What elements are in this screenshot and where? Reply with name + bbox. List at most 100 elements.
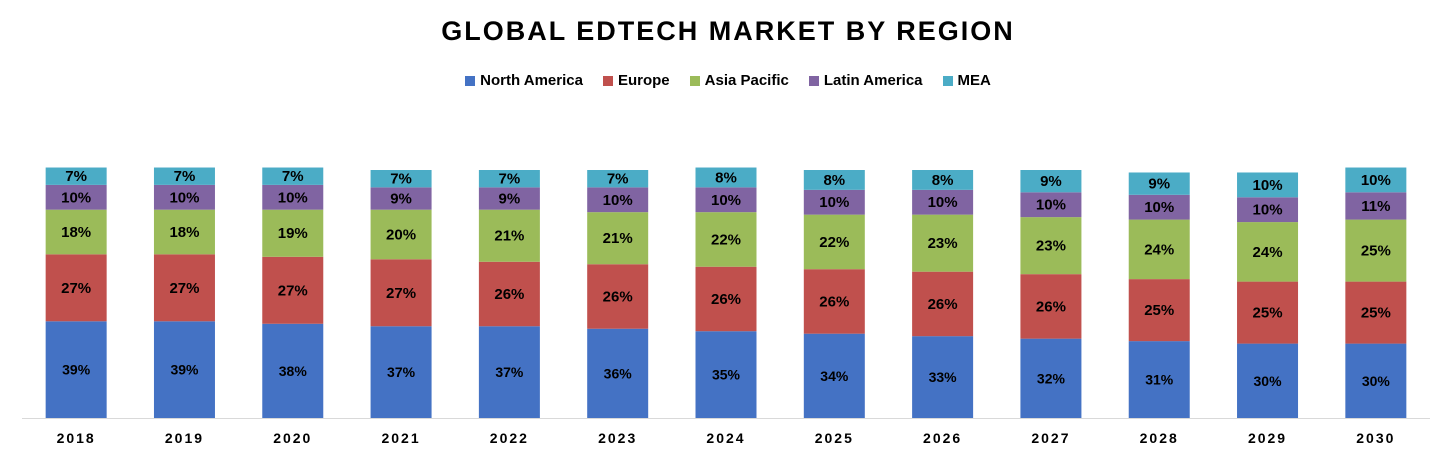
data-label-mea-2025: 8% xyxy=(823,172,845,189)
data-label-asia-pacific-2025: 22% xyxy=(819,234,849,251)
bar-segment-europe-2026 xyxy=(912,271,974,337)
bar-segment-mea-2024 xyxy=(695,167,757,188)
bar-segment-europe-2022 xyxy=(478,261,540,327)
data-label-europe-2022: 26% xyxy=(494,286,524,303)
bar-segment-europe-2020 xyxy=(262,256,324,324)
data-label-mea-2024: 8% xyxy=(715,169,737,186)
data-label-mea-2021: 7% xyxy=(390,171,412,188)
data-label-europe-2025: 26% xyxy=(819,293,849,310)
bar-segment-latin-america-2019 xyxy=(153,184,215,210)
bar-segment-asia-pacific-2020 xyxy=(262,209,324,257)
data-label-north-america-2025: 34% xyxy=(820,368,849,384)
data-label-asia-pacific-2030: 25% xyxy=(1361,243,1391,260)
bar-segment-europe-2025 xyxy=(803,269,865,334)
bar-segment-europe-2018 xyxy=(45,254,107,322)
bar-segment-mea-2029 xyxy=(1237,172,1299,198)
data-label-europe-2027: 26% xyxy=(1036,298,1066,315)
x-tick-label-2019: 2019 xyxy=(165,430,204,446)
x-tick-label-2028: 2028 xyxy=(1140,430,1179,446)
bar-segment-asia-pacific-2027 xyxy=(1020,217,1082,275)
data-label-mea-2029: 10% xyxy=(1253,177,1283,194)
data-label-north-america-2030: 30% xyxy=(1362,373,1391,389)
x-tick-label-2030: 2030 xyxy=(1356,430,1395,446)
data-label-north-america-2024: 35% xyxy=(712,367,741,383)
data-label-latin-america-2023: 10% xyxy=(603,192,633,209)
data-label-latin-america-2022: 9% xyxy=(499,191,521,208)
x-tick-label-2021: 2021 xyxy=(381,430,420,446)
bar-segment-europe-2024 xyxy=(695,266,757,332)
data-label-mea-2030: 10% xyxy=(1361,172,1391,189)
legend-swatch-europe xyxy=(602,75,613,86)
legend-swatch-mea xyxy=(942,75,953,86)
bar-segment-latin-america-2028 xyxy=(1128,194,1190,220)
bar-segment-asia-pacific-2025 xyxy=(803,214,865,270)
bar-segment-latin-america-2022 xyxy=(478,187,540,210)
bar-segment-asia-pacific-2029 xyxy=(1237,222,1299,282)
bar-segment-north-america-2020 xyxy=(262,323,324,418)
bar-segment-mea-2023 xyxy=(587,170,649,188)
data-label-asia-pacific-2022: 21% xyxy=(494,228,524,245)
data-label-europe-2028: 25% xyxy=(1144,302,1174,319)
bar-segment-north-america-2023 xyxy=(587,328,649,418)
data-label-mea-2020: 7% xyxy=(282,168,304,185)
legend-item-mea: MEA xyxy=(942,72,991,89)
bar-segment-europe-2030 xyxy=(1345,281,1407,344)
bar-segment-latin-america-2021 xyxy=(370,187,432,210)
bar-segment-europe-2019 xyxy=(153,254,215,322)
legend-item-europe: Europe xyxy=(602,72,670,89)
bar-segment-latin-america-2020 xyxy=(262,184,324,210)
x-tick-label-2026: 2026 xyxy=(923,430,962,446)
legend-item-latin-america: Latin America xyxy=(808,72,923,89)
data-label-europe-2029: 25% xyxy=(1253,305,1283,322)
data-label-asia-pacific-2024: 22% xyxy=(711,231,741,248)
bar-segment-asia-pacific-2019 xyxy=(153,209,215,255)
bar-segment-latin-america-2026 xyxy=(912,189,974,215)
data-label-north-america-2028: 31% xyxy=(1145,372,1174,388)
bar-segment-mea-2025 xyxy=(803,170,865,190)
data-label-north-america-2023: 36% xyxy=(604,365,633,381)
bar-segment-latin-america-2030 xyxy=(1345,192,1407,220)
bar-segment-mea-2030 xyxy=(1345,167,1407,193)
data-label-asia-pacific-2020: 19% xyxy=(278,225,308,242)
data-label-asia-pacific-2019: 18% xyxy=(169,224,199,241)
bar-segment-mea-2021 xyxy=(370,170,432,188)
data-label-latin-america-2018: 10% xyxy=(61,189,91,206)
data-label-north-america-2018: 39% xyxy=(62,362,91,378)
legend-label-latin-america: Latin America xyxy=(823,72,923,89)
bar-segment-europe-2028 xyxy=(1128,279,1190,342)
data-label-asia-pacific-2023: 21% xyxy=(603,230,633,247)
bar-segment-europe-2027 xyxy=(1020,274,1082,339)
bar-segment-asia-pacific-2022 xyxy=(478,209,540,262)
bar-segment-asia-pacific-2021 xyxy=(370,209,432,260)
bar-segment-mea-2028 xyxy=(1128,172,1190,195)
x-tick-label-2022: 2022 xyxy=(490,430,529,446)
bar-segment-asia-pacific-2018 xyxy=(45,209,107,255)
bar-segment-mea-2018 xyxy=(45,167,107,185)
x-tick-label-2029: 2029 xyxy=(1248,430,1287,446)
data-label-latin-america-2029: 10% xyxy=(1253,202,1283,219)
bar-segment-north-america-2025 xyxy=(803,333,865,418)
legend-swatch-north-america xyxy=(465,75,476,86)
data-label-latin-america-2026: 10% xyxy=(928,194,958,211)
bar-segment-mea-2026 xyxy=(912,170,974,190)
bar-segment-asia-pacific-2026 xyxy=(912,214,974,272)
bar-segment-mea-2027 xyxy=(1020,170,1082,193)
x-tick-label-2024: 2024 xyxy=(706,430,745,446)
data-label-europe-2026: 26% xyxy=(928,296,958,313)
bar-segment-north-america-2028 xyxy=(1128,341,1190,418)
data-label-mea-2022: 7% xyxy=(499,171,521,188)
x-tick-label-2023: 2023 xyxy=(598,430,637,446)
bar-segment-latin-america-2023 xyxy=(587,187,649,213)
bar-segment-north-america-2026 xyxy=(912,336,974,418)
data-label-north-america-2022: 37% xyxy=(495,364,524,380)
data-label-asia-pacific-2026: 23% xyxy=(928,235,958,252)
data-label-asia-pacific-2029: 24% xyxy=(1253,244,1283,261)
bar-segment-mea-2022 xyxy=(478,170,540,188)
chart-legend: North America Europe Asia Pacific Latin … xyxy=(0,72,1456,89)
data-label-latin-america-2030: 11% xyxy=(1361,198,1390,215)
bar-segment-latin-america-2018 xyxy=(45,184,107,210)
data-label-north-america-2027: 32% xyxy=(1037,370,1066,386)
legend-item-north-america: North America xyxy=(465,72,583,89)
data-label-europe-2021: 27% xyxy=(386,285,416,302)
